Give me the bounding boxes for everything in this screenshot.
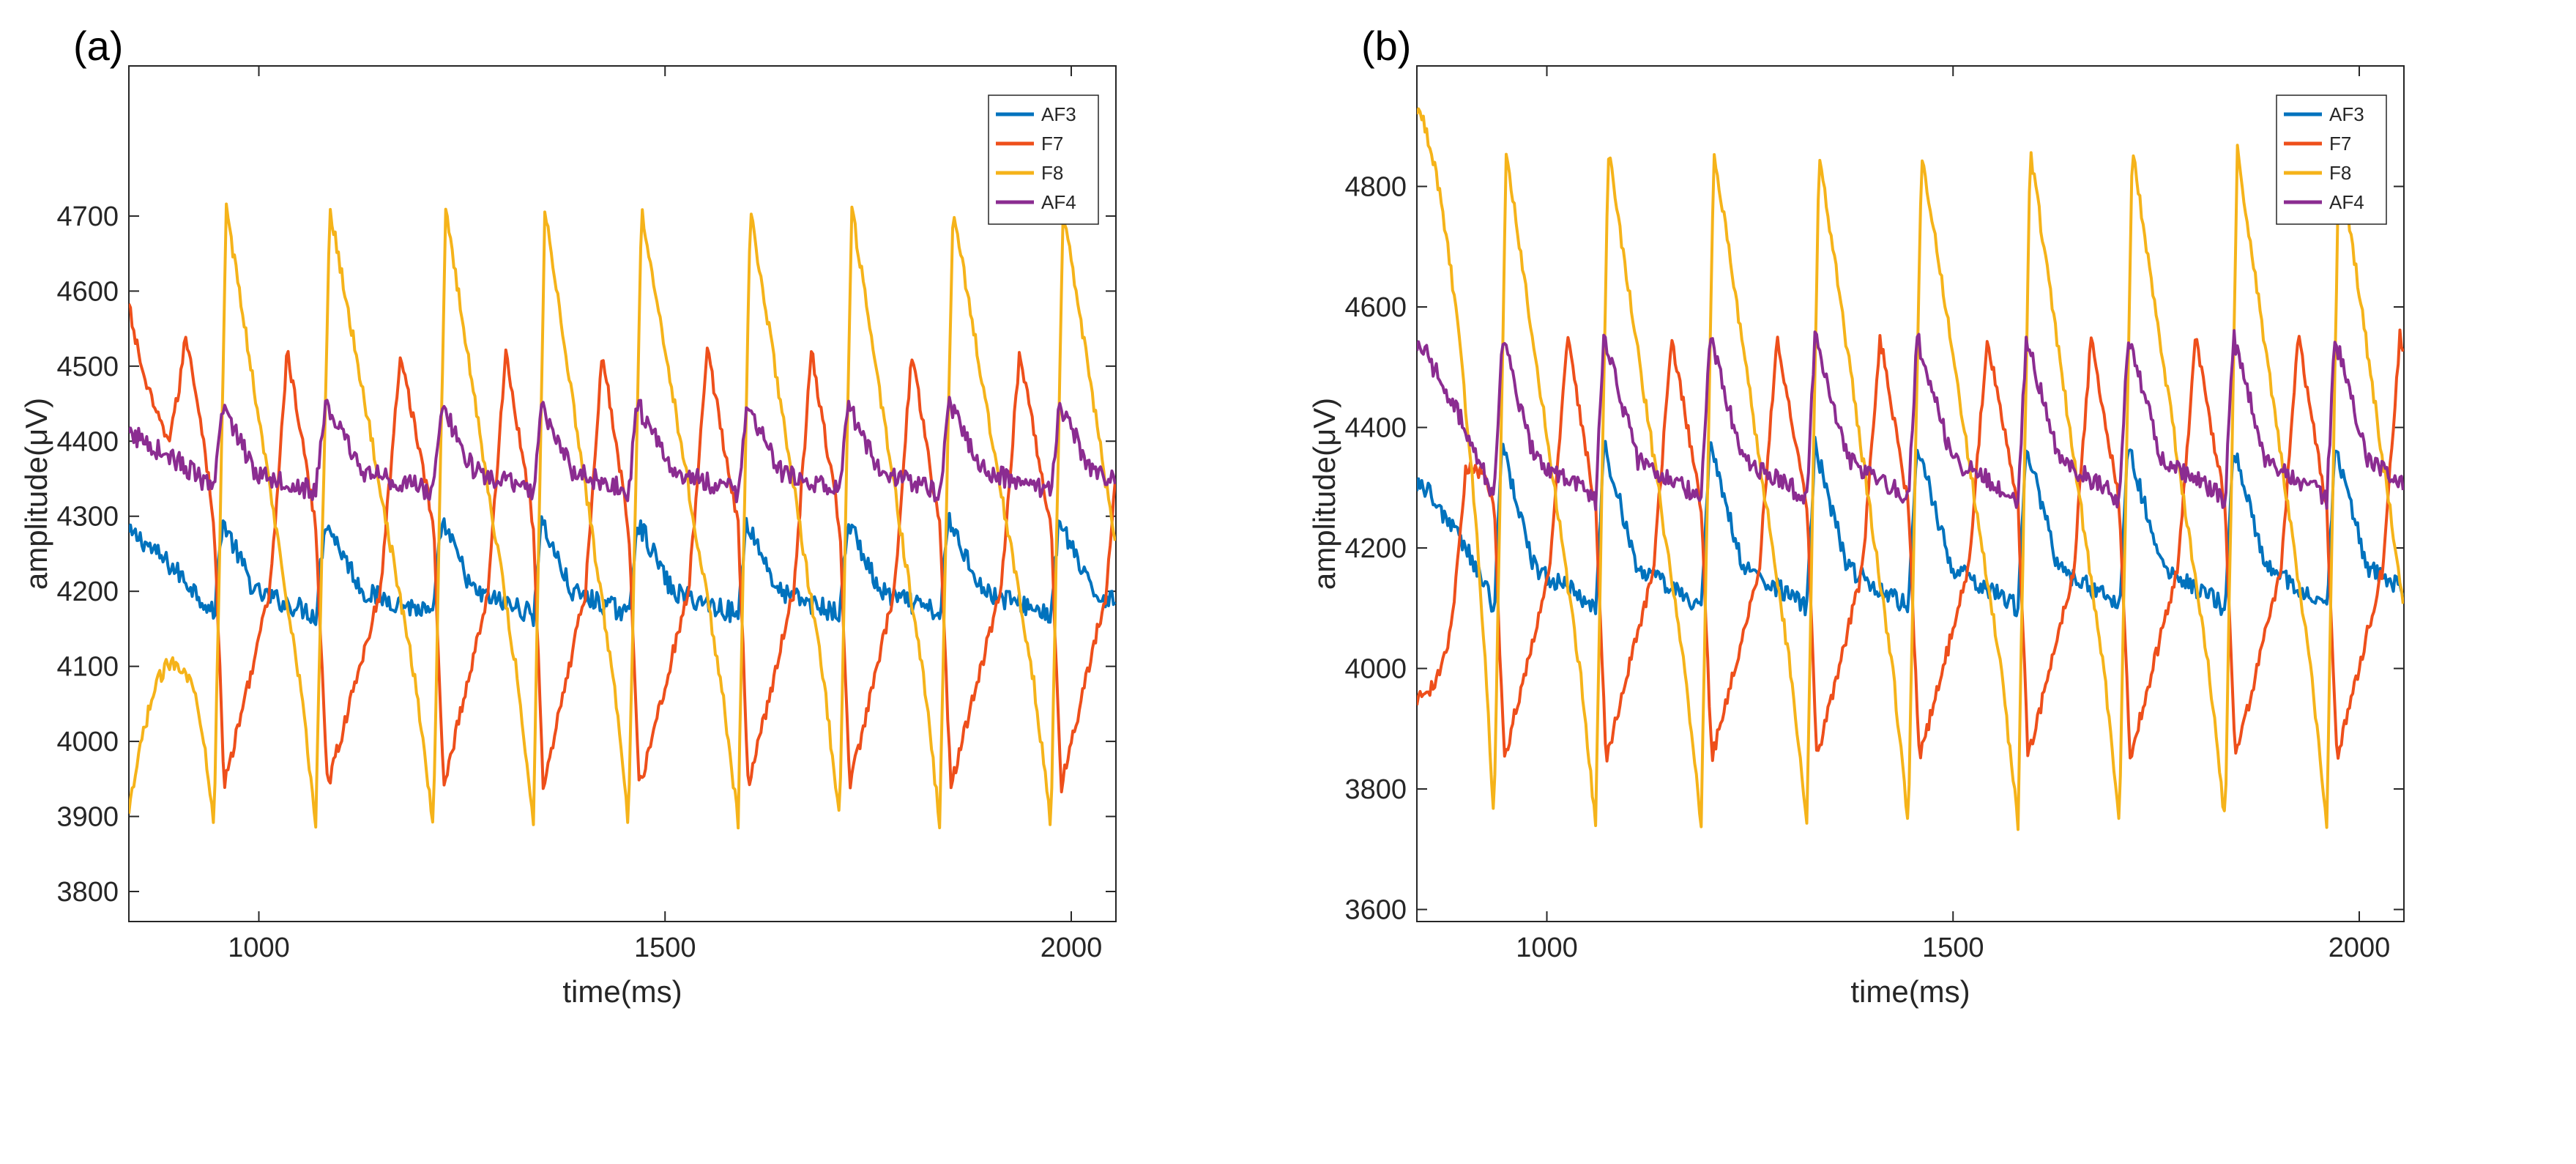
y-tick-label: 4600 — [56, 276, 119, 307]
y-tick-label: 4000 — [1344, 654, 1407, 685]
traces — [129, 202, 1116, 830]
panel-label-a: (a) — [73, 23, 124, 69]
series-line-f7 — [1417, 328, 2404, 763]
x-tick-label: 1000 — [1516, 933, 1578, 963]
y-tick-label: 3800 — [1344, 774, 1407, 805]
x-tick-label: 1000 — [228, 933, 290, 963]
legend-label-f8: F8 — [1041, 162, 1063, 184]
y-tick-label: 4400 — [1344, 413, 1407, 444]
legend-label-af4: AF4 — [1041, 191, 1076, 213]
y-tick-label: 4000 — [56, 727, 119, 757]
y-tick-label: 4200 — [56, 577, 119, 607]
legend-label-f8: F8 — [2329, 162, 2351, 184]
y-tick-label: 4100 — [56, 652, 119, 683]
panel-a: (a) 1000 1500 2000 3800 3900 4000 4100 4200 4300… — [19, 23, 1117, 1009]
legend-label-af3: AF3 — [1041, 103, 1076, 125]
x-tick-label: 1500 — [634, 933, 696, 963]
plot-area — [1416, 65, 2405, 922]
y-tick-label: 4800 — [1344, 172, 1407, 203]
panel-b: (b) 1000 1500 2000 3600 3800 4000 4200 4400 4600… — [1288, 0, 2576, 1164]
y-tick-label: 4200 — [1344, 533, 1407, 564]
y-tick-label: 3800 — [56, 877, 119, 908]
panel-label-b: (b) — [1361, 23, 1412, 69]
legend-label-af4: AF4 — [2329, 191, 2364, 213]
y-tick-label: 3900 — [56, 802, 119, 833]
y-tick-label: 4500 — [56, 352, 119, 382]
series-line-f8 — [1417, 107, 2404, 831]
series-line-f8 — [129, 202, 1116, 830]
legend-label-f7: F7 — [1041, 133, 1063, 155]
legend-label-f7: F7 — [2329, 133, 2351, 155]
legend-label-af3: AF3 — [2329, 103, 2364, 125]
x-axis-title: time(ms) — [1850, 974, 1970, 1009]
y-tick-label: 4700 — [56, 201, 119, 232]
series-line-f7 — [129, 303, 1116, 793]
y-axis-title: amplitude(μV) — [19, 398, 53, 590]
chart-b: 1000 1500 2000 3600 3800 4000 4200 4400 4600 4800… — [1307, 65, 2405, 1009]
y-tick-label: 4300 — [56, 502, 119, 533]
y-tick-label: 4400 — [56, 426, 119, 457]
x-tick-label: 2000 — [2329, 933, 2391, 963]
y-axis-title: amplitude(μV) — [1307, 398, 1341, 590]
x-tick-label: 1500 — [1922, 933, 1984, 963]
traces — [1417, 107, 2404, 831]
x-tick-label: 2000 — [1041, 933, 1103, 963]
chart-a: 1000 1500 2000 3800 3900 4000 4100 4200 4300 4400… — [19, 65, 1117, 1009]
y-tick-label: 4600 — [1344, 292, 1407, 323]
series-line-af4 — [129, 396, 1116, 503]
series-line-af3 — [129, 511, 1116, 627]
series-line-af4 — [1417, 329, 2404, 511]
y-tick-label: 3600 — [1344, 895, 1407, 926]
x-axis-title: time(ms) — [562, 974, 682, 1009]
